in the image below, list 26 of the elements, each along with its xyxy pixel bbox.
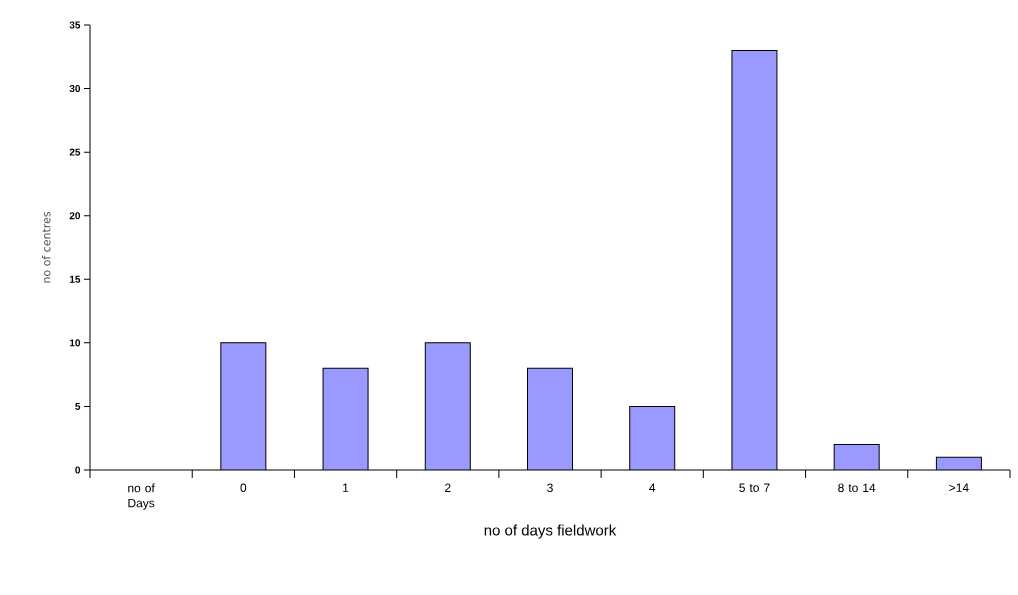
bar <box>731 50 777 470</box>
bar <box>425 342 471 470</box>
y-axis-title: no of centres <box>41 211 51 283</box>
bar <box>220 342 266 470</box>
y-tick-label: 10 <box>69 339 81 347</box>
x-tick-label: 1 <box>343 483 349 492</box>
x-tick-label: 5 to 7 <box>739 483 770 492</box>
y-tick-label: 35 <box>69 21 81 29</box>
y-tick-label: 15 <box>69 275 81 283</box>
y-tick-label: 30 <box>69 85 81 93</box>
x-axis-title: no of days fieldwork <box>484 524 617 539</box>
x-tick-label: 3 <box>547 483 553 493</box>
bar <box>834 444 880 470</box>
x-tick-label: >14 <box>949 483 969 492</box>
x-tick-label: no of Days <box>128 483 155 510</box>
x-tick-label: 2 <box>445 483 451 492</box>
y-tick-label: 5 <box>75 402 81 410</box>
y-tick-label: 25 <box>69 148 81 156</box>
y-tick-label: 20 <box>69 212 81 220</box>
y-tick-label: 0 <box>75 466 81 474</box>
x-tick-label: 8 to 14 <box>838 483 876 493</box>
bar <box>323 368 369 470</box>
bar <box>527 368 573 470</box>
bar <box>629 406 675 470</box>
x-tick-label: 4 <box>649 483 656 492</box>
x-tick-label: 0 <box>240 483 247 493</box>
